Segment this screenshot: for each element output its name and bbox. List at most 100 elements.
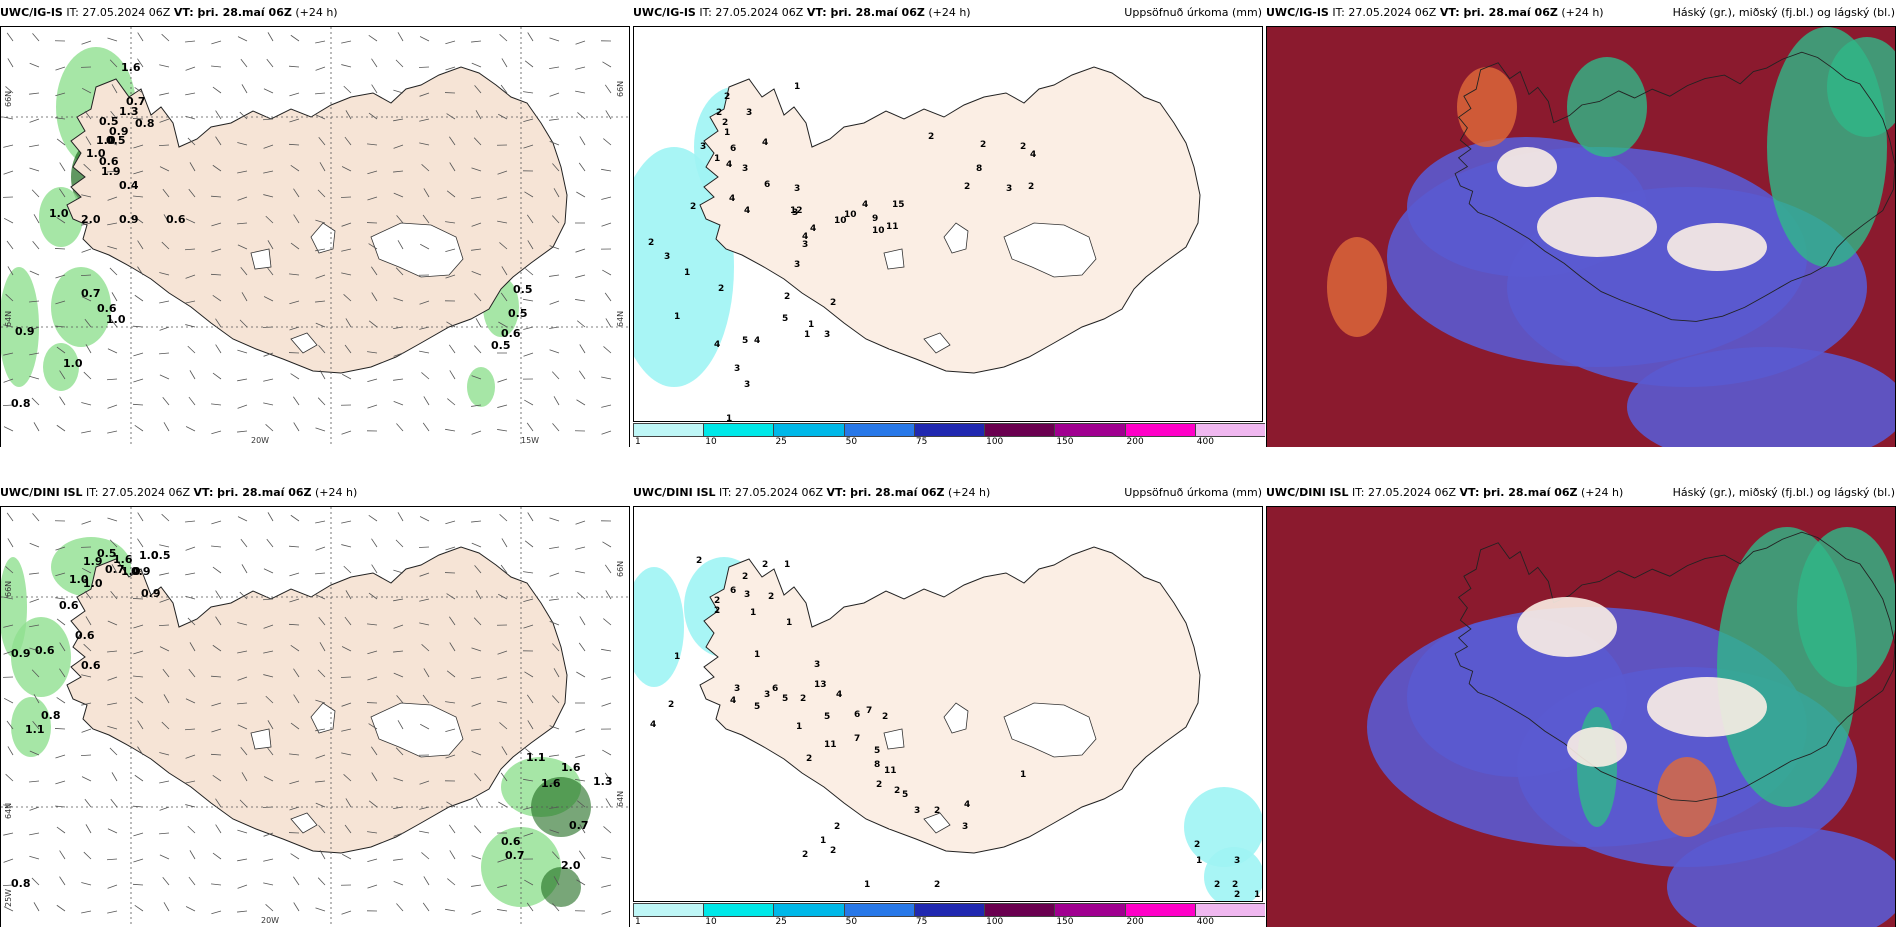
- wind-barb: [393, 881, 404, 886]
- wind-barb: [85, 824, 92, 834]
- wind-barb: [81, 882, 92, 886]
- wind-barb: [549, 725, 560, 730]
- wind-barb: [602, 61, 612, 68]
- wind-value-label: 0.5: [491, 339, 511, 352]
- wind-barb: [498, 113, 508, 120]
- precip-value-label: 13: [814, 680, 827, 690]
- wind-barb: [185, 300, 196, 304]
- wind-value-label: 0.7: [126, 95, 146, 108]
- wind-barb: [29, 598, 40, 603]
- wind-barb: [602, 541, 612, 548]
- grid-label: 64N: [616, 791, 625, 807]
- wind-barb: [317, 669, 326, 678]
- wind-barb: [341, 40, 352, 44]
- wind-barb: [293, 694, 300, 704]
- wind-barb: [211, 702, 222, 707]
- wind-barb: [523, 832, 534, 837]
- wind-barb: [133, 624, 144, 629]
- vt-label: VT: þri. 28.maí 06Z: [826, 486, 945, 499]
- wind-barb: [315, 572, 326, 575]
- wind-barb: [579, 616, 586, 626]
- it-value: 27.05.2024 06Z: [82, 6, 171, 19]
- wind-barb: [239, 591, 248, 600]
- wind-barb: [523, 118, 534, 123]
- wind-barb: [211, 883, 222, 886]
- wind-barb: [393, 118, 404, 122]
- wind-barb: [419, 598, 430, 602]
- wind-barb: [32, 513, 40, 522]
- precip-value-label: 1: [1196, 856, 1202, 866]
- wind-barb: [85, 344, 92, 354]
- wind-barb: [474, 825, 482, 834]
- wind-value-label: 0.6: [59, 599, 79, 612]
- precip-value-label: 2: [668, 700, 674, 710]
- map-frame: 2 2 1 2 6 3 2 2 2 1 1 1 1 2 4 3 4 6 3 5 5 2 3 13 5 4 7 2 5 11 1 2 11 6 7 8 2…: [633, 506, 1263, 902]
- wind-barb: [211, 248, 222, 253]
- wind-barb: [81, 776, 92, 782]
- precip-value-label: 3: [734, 684, 740, 694]
- wind-barb: [188, 876, 196, 886]
- wind-barb: [601, 376, 612, 380]
- precip-value-label: 3: [700, 142, 706, 152]
- wind-barb: [397, 32, 404, 42]
- wind-barb: [523, 778, 534, 782]
- wind-barb: [137, 32, 144, 42]
- wind-barb: [445, 248, 456, 253]
- precip-value-label: 11: [884, 766, 897, 776]
- wind-barb: [448, 344, 456, 354]
- high-cloud-area: [1567, 57, 1647, 157]
- precip-value-label: 5: [742, 336, 748, 346]
- wind-barb: [344, 344, 352, 354]
- wind-barb: [290, 242, 300, 250]
- wind-barb: [107, 140, 118, 146]
- wind-barb: [55, 300, 66, 305]
- wind-barb: [3, 624, 14, 628]
- wind-barb: [471, 430, 482, 435]
- wind-barb: [81, 567, 92, 574]
- wind-barb: [211, 430, 222, 435]
- colorbar-swatch: [1124, 423, 1196, 437]
- wind-barb: [419, 572, 430, 577]
- precip-value-label: 2: [876, 780, 882, 790]
- wind-barb: [422, 422, 430, 432]
- wind-value-label: 1.0: [69, 573, 89, 586]
- wind-barb: [393, 806, 404, 810]
- wind-barb: [318, 616, 326, 626]
- grid-label: 20W: [251, 436, 269, 445]
- wind-barb: [499, 513, 508, 522]
- wind-barb: [159, 166, 170, 172]
- wind-barb: [575, 779, 586, 782]
- wind-barb: [575, 90, 586, 94]
- wind-barb: [59, 668, 66, 678]
- colorbar-tick: 50: [845, 917, 858, 927]
- wind-value-label: 0.5: [106, 134, 126, 147]
- wind-barb: [290, 722, 300, 730]
- wind-barb: [132, 403, 144, 406]
- wind-barb: [397, 240, 404, 250]
- wind-barb: [577, 112, 586, 120]
- it-label: IT:: [719, 486, 732, 499]
- wind-barb: [290, 514, 300, 522]
- wind-barb: [33, 902, 40, 912]
- wind-barb: [3, 804, 14, 808]
- model-name: UWC/DINI ISL: [0, 486, 83, 499]
- wind-barb: [6, 512, 14, 522]
- wind-barb: [343, 85, 352, 94]
- wind-barb: [159, 646, 170, 652]
- wind-barb: [497, 378, 508, 383]
- wind-barb: [446, 670, 456, 678]
- wind-barb: [5, 566, 14, 574]
- wind-barb: [419, 300, 430, 305]
- wind-barb: [549, 806, 560, 809]
- wind-barb: [107, 222, 118, 226]
- wind-value-label: 0.8: [11, 877, 31, 890]
- wind-barb: [501, 746, 508, 756]
- wind-barb: [341, 544, 352, 548]
- it-label: IT:: [1352, 486, 1365, 499]
- wind-barb: [211, 675, 222, 678]
- grid-label: 20W: [261, 916, 279, 925]
- wind-barb: [367, 378, 378, 383]
- wind-barb: [237, 222, 248, 225]
- wind-barb: [576, 800, 586, 808]
